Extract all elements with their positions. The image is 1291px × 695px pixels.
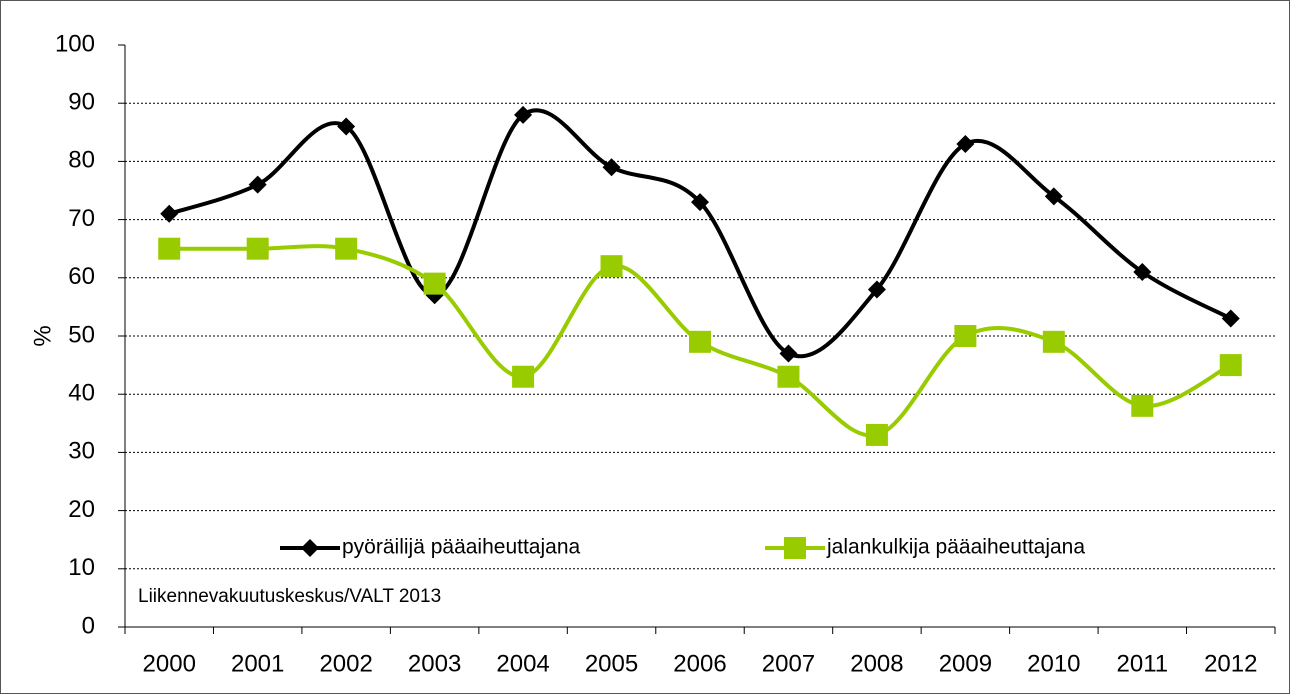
annotation: Liikennevakuutuskeskus/VALT 2013 bbox=[138, 586, 441, 607]
marker bbox=[691, 193, 709, 212]
legend-label: pyöräilijä pääaiheuttajana bbox=[342, 536, 580, 559]
marker bbox=[248, 175, 267, 194]
x-tick-label: 2001 bbox=[231, 650, 284, 677]
x-tick-label: 2004 bbox=[496, 650, 549, 677]
marker bbox=[337, 117, 356, 136]
x-tick-label: 2011 bbox=[1117, 650, 1169, 677]
x-tick-label: 2010 bbox=[1027, 650, 1080, 677]
x-tick-label: 2008 bbox=[850, 650, 903, 677]
legend-label: jalankulkija pääaiheuttajana bbox=[826, 536, 1085, 559]
y-tick-label: 0 bbox=[82, 612, 95, 639]
y-tick-label: 70 bbox=[68, 205, 95, 232]
marker bbox=[301, 539, 319, 557]
marker bbox=[1219, 354, 1242, 377]
marker bbox=[689, 330, 711, 353]
marker bbox=[1133, 262, 1152, 281]
y-tick-label: 50 bbox=[68, 321, 95, 348]
y-tick-label: 80 bbox=[68, 147, 95, 174]
y-tick-label: 40 bbox=[68, 380, 95, 407]
marker bbox=[1131, 394, 1154, 417]
marker bbox=[423, 272, 446, 295]
y-tick-label: 60 bbox=[68, 263, 95, 290]
x-tick-label: 2005 bbox=[585, 650, 638, 677]
y-tick-label: 90 bbox=[68, 89, 95, 116]
x-tick-label: 2000 bbox=[143, 650, 196, 677]
marker bbox=[600, 255, 623, 278]
marker bbox=[784, 537, 806, 559]
marker bbox=[1044, 187, 1063, 206]
x-tick-label: 2007 bbox=[762, 650, 815, 677]
x-tick-label: 2012 bbox=[1204, 650, 1257, 677]
marker bbox=[779, 344, 798, 363]
marker bbox=[865, 423, 888, 446]
x-tick-label: 2003 bbox=[408, 650, 461, 677]
y-tick-label: 100 bbox=[55, 30, 95, 57]
marker bbox=[956, 134, 975, 153]
marker bbox=[1042, 330, 1065, 353]
y-axis-label: % bbox=[29, 325, 56, 346]
y-tick-label: 20 bbox=[68, 496, 95, 523]
marker bbox=[954, 325, 977, 347]
marker bbox=[160, 204, 179, 223]
y-tick-label: 30 bbox=[68, 438, 95, 465]
marker bbox=[514, 105, 533, 124]
marker bbox=[335, 237, 358, 260]
x-tick-label: 2009 bbox=[939, 650, 992, 677]
marker bbox=[777, 365, 800, 388]
marker bbox=[512, 365, 535, 388]
marker bbox=[1221, 309, 1240, 328]
x-tick-label: 2006 bbox=[673, 650, 726, 677]
marker bbox=[867, 280, 886, 299]
marker bbox=[158, 237, 181, 260]
marker bbox=[602, 158, 621, 177]
y-tick-label: 10 bbox=[68, 554, 95, 581]
marker bbox=[246, 237, 269, 260]
x-tick-label: 2002 bbox=[319, 650, 372, 677]
